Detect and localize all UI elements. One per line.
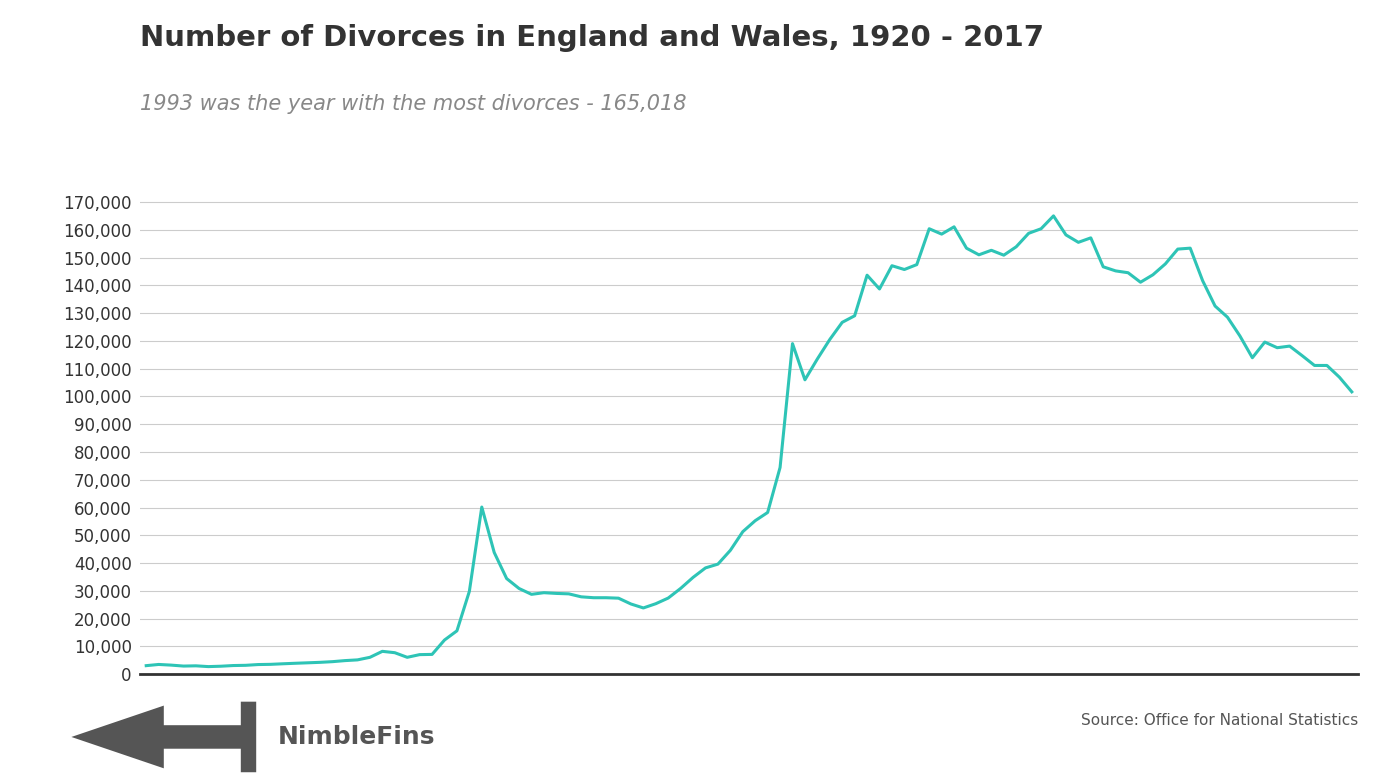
Polygon shape	[71, 702, 256, 772]
Text: Source: Office for National Statistics: Source: Office for National Statistics	[1081, 713, 1358, 728]
Text: 1993 was the year with the most divorces - 165,018: 1993 was the year with the most divorces…	[140, 94, 686, 114]
Text: NimbleFins: NimbleFins	[277, 725, 435, 749]
Text: Number of Divorces in England and Wales, 1920 - 2017: Number of Divorces in England and Wales,…	[140, 24, 1044, 52]
